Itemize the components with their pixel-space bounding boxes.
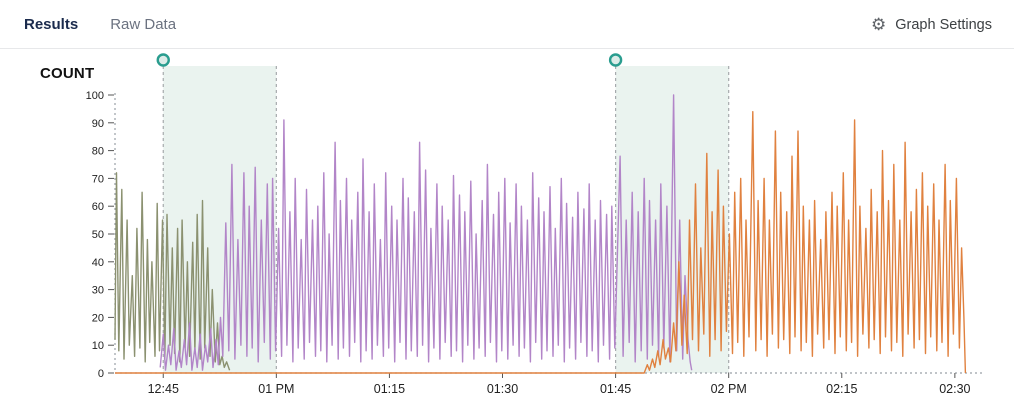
y-tick-label: 90 xyxy=(92,118,104,130)
x-tick-label: 02 PM xyxy=(711,382,747,396)
y-tick-label: 60 xyxy=(92,201,104,213)
graph-settings-button[interactable]: ⚙ Graph Settings xyxy=(871,16,992,33)
gear-icon: ⚙ xyxy=(871,15,887,34)
series-orange xyxy=(115,111,967,374)
header-divider xyxy=(0,48,1014,49)
tab-bar: Results Raw Data xyxy=(24,16,176,33)
toolbar: Results Raw Data ⚙ Graph Settings xyxy=(0,0,1014,38)
tab-raw-data[interactable]: Raw Data xyxy=(110,16,177,33)
y-tick-label: 30 xyxy=(92,285,104,297)
y-tick-label: 0 xyxy=(98,368,104,380)
x-tick-label: 01:45 xyxy=(600,382,631,396)
selection-handle-2[interactable] xyxy=(608,53,623,67)
x-tick-label: 02:15 xyxy=(826,382,857,396)
y-tick-label: 20 xyxy=(92,312,104,324)
count-chart: 0 10 20 30 40 50 60 70 80 90 100 12:45 01 PM 01:15 01:… xyxy=(86,53,982,396)
x-tick-label: 02:30 xyxy=(939,382,970,396)
x-tick-label: 01 PM xyxy=(258,382,294,396)
y-tick-label: 10 xyxy=(92,340,104,352)
y-tick-label: 100 xyxy=(86,90,104,102)
tab-results[interactable]: Results xyxy=(24,16,79,33)
y-tick-label: 70 xyxy=(92,173,104,185)
x-tick-label: 01:15 xyxy=(374,382,405,396)
graph-settings-label: Graph Settings xyxy=(895,16,992,33)
chart-area: COUNT 0 10 20 30 40 50 60 70 80 90 100 12:45 01 PM 01… xyxy=(0,49,1014,407)
chart-title: COUNT xyxy=(40,65,95,82)
series-purple xyxy=(159,94,693,371)
y-tick-label: 50 xyxy=(92,229,104,241)
selection-handle-1[interactable] xyxy=(156,53,170,67)
y-tick-label: 40 xyxy=(92,257,104,269)
y-tick-label: 80 xyxy=(92,146,104,158)
x-tick-label: 01:30 xyxy=(487,382,518,396)
x-tick-label: 12:45 xyxy=(148,382,179,396)
